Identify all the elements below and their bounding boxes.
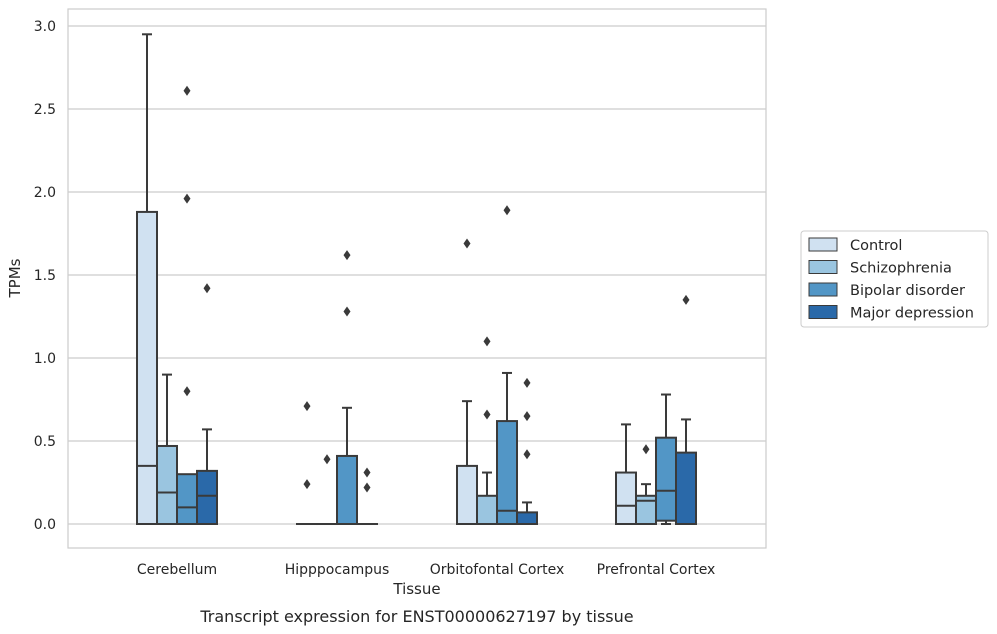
y-tick-label: 0.0 — [34, 517, 56, 533]
box-body — [516, 511, 538, 526]
y-tick-label: 2.5 — [34, 102, 56, 118]
y-tick-label: 1.0 — [34, 351, 56, 367]
x-tick-labels: Cerebellum Hipppocampus Orbitofontal Corte… — [137, 562, 715, 578]
box-major-depression-3 — [675, 294, 697, 525]
legend-label: Major depression — [850, 306, 974, 322]
box-body — [655, 436, 677, 522]
box-groups — [136, 33, 697, 526]
box-bipolar-disorder-3 — [655, 393, 677, 525]
outlier-point — [363, 467, 371, 478]
outlier-point — [303, 479, 311, 490]
figure-caption: Transcript expression for ENST0000062719… — [199, 607, 633, 626]
x-axis-title: Tissue — [392, 580, 440, 598]
box-major-depression-0 — [196, 283, 218, 526]
box-body — [456, 464, 478, 525]
box-body — [196, 469, 218, 526]
outlier-point — [523, 377, 531, 388]
box-schizophrenia-2 — [476, 336, 498, 525]
legend-label: Bipolar disorder — [850, 283, 965, 299]
box-schizophrenia-1 — [316, 454, 338, 526]
box-body — [476, 494, 498, 525]
box-body — [336, 454, 358, 525]
legend-label: Schizophrenia — [850, 261, 952, 277]
outlier-point — [483, 409, 491, 420]
box-control-3 — [615, 423, 637, 526]
legend-swatch — [808, 260, 838, 274]
outlier-point — [303, 401, 311, 412]
legend-swatch — [808, 237, 838, 252]
box-control-0 — [136, 33, 158, 525]
legend-swatch — [808, 282, 838, 297]
outlier-point — [183, 85, 191, 96]
outlier-point — [523, 449, 531, 460]
x-tick-label: Cerebellum — [137, 562, 217, 578]
box-body — [156, 444, 178, 526]
legend-swatch — [808, 305, 838, 319]
x-tick-label: Orbitofontal Cortex — [430, 562, 565, 578]
x-tick-label: Hipppocampus — [285, 562, 390, 578]
box-schizophrenia-0 — [156, 373, 178, 526]
grid-lines — [68, 25, 766, 525]
outlier-point — [463, 238, 471, 249]
y-axis-title: TPMs — [6, 258, 24, 298]
outlier-point — [503, 205, 511, 216]
box-bipolar-disorder-2 — [496, 205, 518, 525]
outlier-point — [343, 306, 351, 317]
box-control-2 — [456, 238, 478, 525]
outlier-point — [363, 482, 371, 493]
outlier-point — [642, 444, 650, 455]
outlier-point — [343, 250, 351, 261]
legend-label: Control — [850, 238, 902, 254]
box-body — [496, 420, 518, 525]
outlier-point — [523, 411, 531, 422]
outlier-point — [323, 454, 331, 465]
box-body — [675, 451, 697, 525]
outlier-point — [203, 283, 211, 294]
legend: Control Schizophrenia Bipolar disorder Majo… — [800, 230, 989, 328]
box-schizophrenia-3 — [635, 444, 657, 525]
plot-frame — [67, 8, 767, 549]
outlier-point — [682, 294, 690, 305]
y-tick-label: 0.5 — [34, 434, 56, 450]
box-body — [615, 471, 637, 526]
box-body — [176, 473, 198, 526]
box-major-depression-2 — [516, 377, 538, 526]
legend-frame — [800, 230, 989, 328]
y-tick-label: 2.0 — [34, 185, 56, 201]
box-bipolar-disorder-1 — [336, 250, 358, 525]
outlier-point — [483, 336, 491, 347]
y-tick-label: 3.0 — [34, 19, 56, 35]
outlier-point — [183, 193, 191, 204]
y-tick-label: 1.5 — [34, 268, 56, 284]
box-body — [136, 210, 158, 525]
box-major-depression-1 — [356, 467, 378, 526]
x-tick-label: Prefrontal Cortex — [597, 562, 716, 578]
y-tick-labels: 0.0 0.5 1.0 1.5 2.0 2.5 3.0 — [34, 19, 56, 533]
box-bipolar-disorder-0 — [176, 85, 198, 526]
box-control-1 — [296, 401, 318, 526]
outlier-point — [183, 386, 191, 397]
